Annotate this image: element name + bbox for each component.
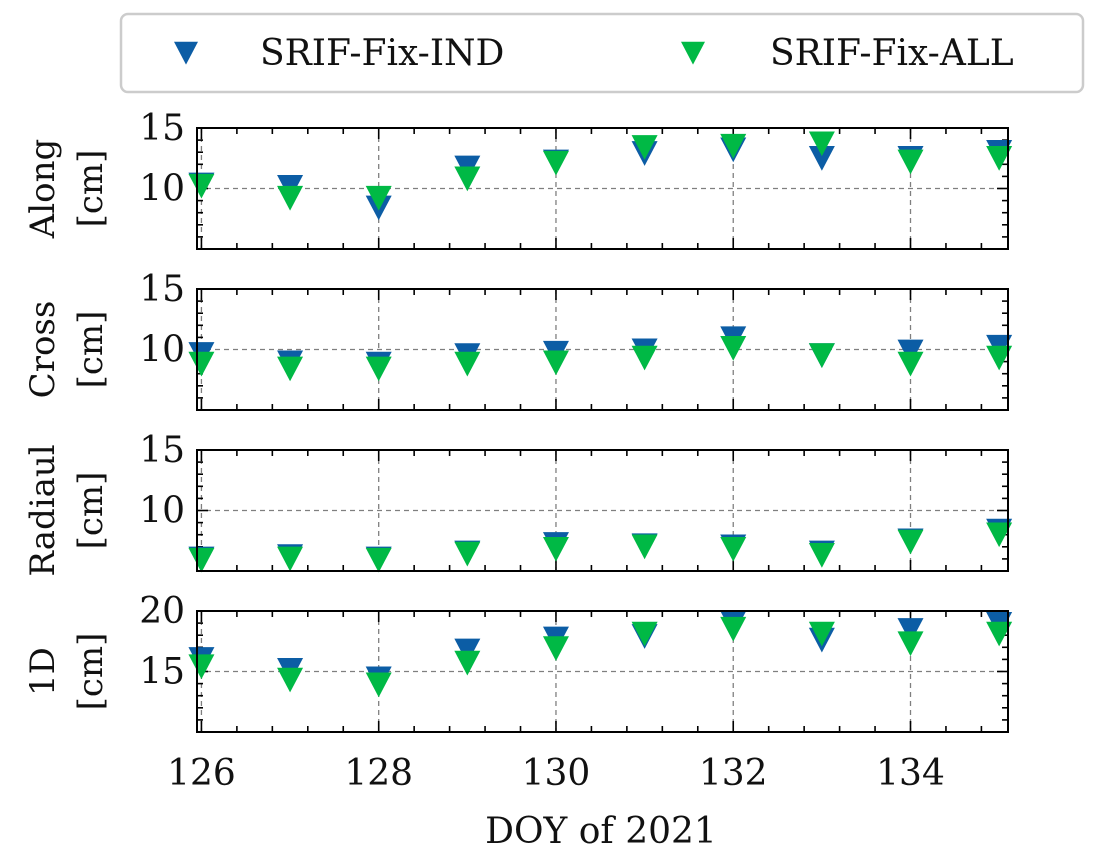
marker-all-2-135 [986, 345, 1013, 371]
marker-all-3-134 [897, 529, 924, 555]
panel-frame [196, 288, 1009, 411]
marker-all-1-127 [277, 185, 304, 211]
y-axis-unit: [cm] [71, 150, 111, 228]
marker-all-3-127 [277, 546, 304, 572]
marker-all-3-129 [454, 541, 481, 567]
legend-frame [119, 12, 1085, 94]
x-tick-label: 128 [344, 753, 413, 794]
panel-1: 10 15 Along [cm] [23, 108, 1013, 250]
y-axis-label: 1D [23, 647, 63, 696]
marker-all-1-132 [720, 133, 747, 159]
y-axis-unit: [cm] [71, 633, 111, 711]
marker-all-3-131 [631, 534, 658, 560]
legend-marker-ind [174, 41, 198, 65]
panel-frame [196, 127, 1009, 250]
marker-all-2-130 [542, 350, 569, 376]
y-tick-label: 15 [139, 108, 185, 149]
marker-all-4-130 [542, 636, 569, 661]
y-tick-label: 10 [139, 491, 185, 532]
legend-marker-all [681, 41, 705, 65]
y-axis-unit: [cm] [71, 472, 111, 550]
marker-all-4-127 [277, 667, 304, 693]
legend: SRIF-Fix-IND SRIF-Fix-ALL [119, 12, 1085, 94]
y-tick-label: 10 [139, 169, 185, 210]
x-tick-labels: 126 128 130 132 134 [167, 753, 945, 794]
marker-all-2-133 [808, 343, 835, 368]
marker-all-2-127 [277, 356, 304, 382]
x-axis-label: DOY of 2021 [485, 811, 717, 852]
x-tick-label: 132 [699, 753, 768, 794]
marker-all-1-128 [365, 185, 392, 211]
marker-all-1-130 [542, 150, 569, 176]
marker-ind-4-134 [897, 618, 924, 643]
x-tick-label: 130 [522, 753, 591, 794]
marker-all-3-128 [365, 547, 392, 573]
y-tick-label: 15 [139, 652, 185, 693]
y-axis-unit: [cm] [71, 311, 111, 389]
marker-all-1-131 [631, 135, 658, 160]
y-tick-label: 20 [139, 591, 185, 632]
marker-all-4-133 [808, 621, 835, 647]
marker-all-1-129 [454, 166, 481, 192]
marker-all-2-126 [188, 351, 215, 377]
y-axis-label: Cross [23, 301, 63, 399]
x-tick-label: 134 [876, 753, 945, 794]
marker-all-2-132 [720, 336, 747, 361]
marker-all-1-134 [897, 149, 924, 175]
marker-all-4-134 [897, 631, 924, 657]
marker-all-1-126 [188, 173, 215, 199]
marker-all-2-131 [631, 345, 658, 371]
marker-all-4-132 [720, 616, 747, 642]
marker-all-4-129 [454, 650, 481, 676]
y-tick-label: 15 [139, 430, 185, 471]
legend-label-ind: SRIF-Fix-IND [260, 33, 504, 74]
y-tick-label: 15 [139, 269, 185, 310]
marker-all-4-128 [365, 672, 392, 698]
marker-all-3-133 [808, 543, 835, 568]
panel-3: 10 15 Radiaul [cm] [23, 430, 1013, 577]
panel-4: 15 20 1D [cm] [23, 591, 1013, 733]
marker-all-2-134 [897, 351, 924, 377]
legend-label-all: SRIF-Fix-ALL [770, 33, 1014, 74]
marker-all-4-126 [188, 654, 215, 680]
y-axis-label: Along [23, 139, 63, 240]
marker-ind-1-133 [808, 145, 835, 171]
panel-frame [196, 449, 1009, 572]
marker-all-3-135 [986, 522, 1013, 548]
y-axis-label: Radiaul [23, 444, 63, 576]
marker-all-3-132 [720, 536, 747, 562]
legend-entry-all: SRIF-Fix-ALL [681, 33, 1014, 74]
legend-entry-ind: SRIF-Fix-IND [174, 33, 504, 74]
panel-frame [196, 610, 1009, 733]
x-tick-label: 126 [167, 753, 236, 794]
y-tick-label: 10 [139, 330, 185, 371]
marker-all-1-133 [808, 131, 835, 157]
marker-all-3-126 [188, 547, 215, 573]
panel-2: 10 15 Cross [cm] [23, 269, 1013, 411]
marker-all-3-130 [542, 536, 569, 562]
marker-all-4-135 [986, 621, 1013, 647]
marker-all-2-129 [454, 351, 481, 377]
marker-all-4-131 [631, 621, 658, 647]
marker-all-2-128 [365, 356, 392, 382]
marker-all-1-135 [986, 145, 1013, 171]
